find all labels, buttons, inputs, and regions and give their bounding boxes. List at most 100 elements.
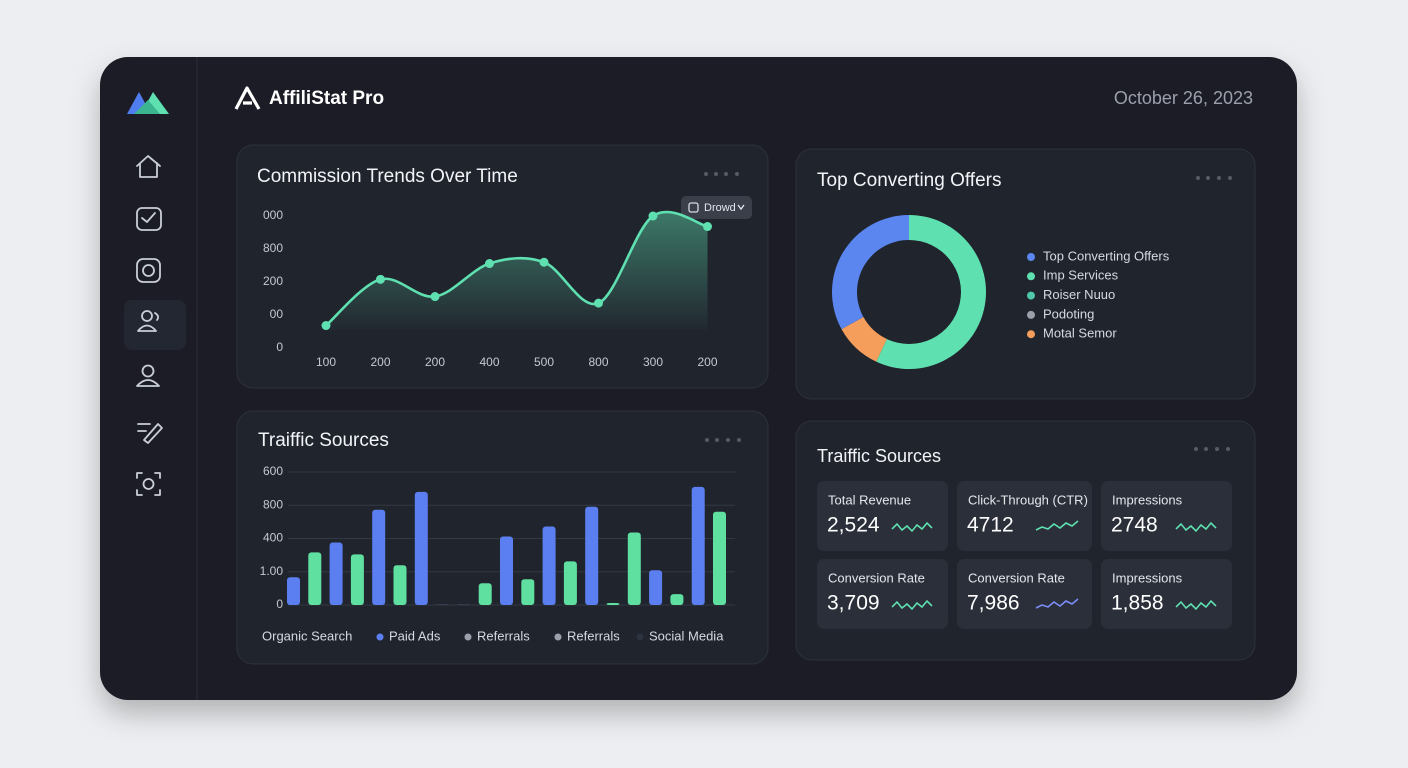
bar	[436, 604, 450, 606]
sparkline	[1175, 521, 1217, 533]
bar	[606, 603, 620, 605]
point	[376, 274, 385, 284]
legend-label: Top Converting Offers	[1043, 248, 1170, 263]
kpi-value: 2748	[1111, 514, 1158, 537]
x-tick-label: 400	[479, 355, 499, 369]
kpi-label: Conversion Rate	[828, 570, 925, 585]
x-tick-label: 200	[370, 355, 390, 369]
nav-tasks[interactable]	[136, 207, 162, 231]
kpi-value: 4712	[967, 514, 1014, 537]
logo	[127, 92, 169, 114]
point	[485, 259, 494, 269]
legend-swatch	[1027, 272, 1035, 281]
x-tick-label: 300	[643, 355, 663, 369]
bar	[627, 532, 641, 605]
sparkline	[891, 599, 933, 611]
bar	[563, 561, 577, 605]
bar	[585, 506, 599, 605]
legend-label: Paid Ads	[389, 628, 441, 643]
donut-slice	[841, 317, 887, 362]
x-tick-label: 100	[316, 355, 336, 369]
active-nav-bg	[124, 300, 186, 350]
kpi-value: 1,858	[1111, 592, 1164, 615]
y-tick-label: 200	[263, 274, 283, 288]
kpi-card[interactable]	[1101, 481, 1232, 551]
y-tick-label: 00	[270, 307, 284, 321]
legend-swatch	[464, 633, 472, 641]
legend-label: Social Media	[649, 628, 724, 643]
kpi-card[interactable]	[817, 559, 948, 629]
legend-label: Organic Search	[262, 628, 352, 643]
legend-swatch	[1027, 330, 1035, 339]
nav-camera[interactable]	[136, 258, 161, 283]
y-tick-label: 0	[276, 597, 283, 611]
legend-swatch	[636, 633, 644, 641]
point	[594, 298, 603, 308]
panel-menus	[704, 172, 1232, 451]
sparkline	[1035, 520, 1079, 531]
point	[703, 222, 712, 232]
legend-swatch	[376, 633, 384, 641]
sparkline	[891, 521, 933, 533]
bar	[372, 509, 386, 605]
badge-label[interactable]: Drowd	[704, 202, 736, 214]
y-tick-label: 600	[263, 464, 283, 478]
legend-swatch	[1027, 310, 1035, 319]
panel-title: Traiffic Sources	[817, 446, 941, 466]
kpi-label: Click-Through (CTR)	[968, 492, 1088, 507]
kpi-value: 7,986	[967, 592, 1020, 615]
nav-users[interactable]	[141, 310, 153, 322]
date: October 26, 2023	[1114, 88, 1253, 108]
legend-label: Roiser Nuuo	[1043, 287, 1115, 302]
kpi-card[interactable]	[957, 481, 1092, 551]
nav-home[interactable]	[136, 155, 161, 178]
bar	[670, 594, 684, 605]
kpi-label: Total Revenue	[828, 492, 911, 507]
badge[interactable]	[681, 196, 752, 219]
point	[539, 257, 549, 267]
kpi-value: 2,524	[827, 514, 880, 537]
kpi-label: Conversion Rate	[968, 570, 1065, 585]
y-tick-label: 400	[263, 531, 283, 545]
y-tick-label: 000	[263, 208, 283, 222]
brand-logo	[234, 86, 261, 110]
bar	[478, 583, 492, 605]
legend-label: Referrals	[567, 628, 620, 643]
bar	[500, 536, 513, 605]
y-tick-label: 800	[263, 497, 283, 511]
x-tick-label: 200	[425, 355, 445, 369]
bar	[542, 526, 556, 605]
x-tick-label: 200	[697, 355, 717, 369]
y-tick-label: 800	[263, 241, 283, 255]
panel-title: Traiffic Sources	[258, 430, 389, 451]
point	[321, 321, 331, 331]
donut-slice	[832, 215, 909, 330]
legend-swatch	[554, 633, 562, 641]
donut-panel	[795, 148, 1256, 400]
line	[325, 210, 708, 327]
sparkline	[1035, 598, 1079, 609]
nav-edit[interactable]	[137, 423, 163, 444]
brand-name: AffiliStat Pro	[269, 88, 384, 109]
bar	[691, 486, 705, 605]
kpi-card[interactable]	[957, 559, 1092, 629]
bar	[308, 552, 322, 605]
kpi-card[interactable]	[1101, 559, 1232, 629]
point	[648, 211, 658, 221]
x-tick-label: 500	[534, 355, 554, 369]
y-tick-label: 1.00	[260, 564, 284, 578]
panel-title: Commission Trends Over Time	[257, 166, 518, 187]
bar	[393, 565, 407, 605]
nav-scan[interactable]	[136, 472, 161, 496]
area	[326, 211, 708, 330]
legend-label: Podoting	[1043, 306, 1094, 321]
bar	[649, 570, 663, 605]
kpi-card[interactable]	[817, 481, 948, 551]
donut-slice	[876, 215, 987, 369]
nav-profile[interactable]	[141, 364, 155, 378]
legend-label: Referrals	[477, 628, 530, 643]
bar	[713, 511, 726, 605]
legend-swatch	[1027, 291, 1035, 300]
